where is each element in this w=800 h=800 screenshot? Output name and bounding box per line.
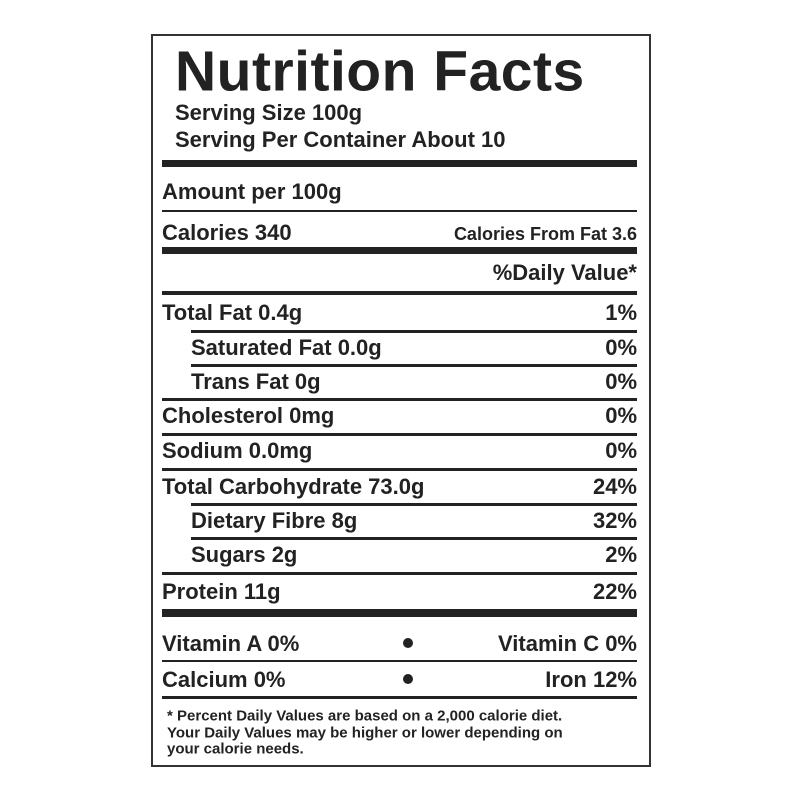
nutrient-label: Protein 11g [162, 579, 281, 604]
footnote: * Percent Daily Values are based on a 2,… [167, 707, 563, 725]
nutrient-label: Sodium 0.0mg [162, 438, 313, 463]
rule [191, 330, 637, 333]
rule [162, 696, 637, 699]
rule [162, 572, 637, 575]
footnote: Your Daily Values may be higher or lower… [167, 724, 563, 742]
nutrient-label: Total Carbohydrate 73.0g [162, 474, 425, 499]
nutrient-percent: 32% [592, 508, 637, 533]
rule [191, 537, 637, 540]
serving-size: Serving Size 100g [175, 100, 363, 125]
daily-value-header: %Daily Value* [492, 260, 637, 285]
calories: Calories 340 [162, 220, 292, 245]
nutrient-label: Saturated Fat 0.0g [191, 335, 382, 360]
nutrient-percent: 1% [605, 300, 637, 325]
rule [162, 433, 637, 436]
nutrient-percent: 24% [592, 474, 637, 499]
nutrient-label: Sugars 2g [191, 542, 298, 567]
rule [162, 660, 637, 662]
nutrient-label: Total Fat 0.4g [162, 300, 303, 325]
rule [162, 398, 637, 401]
nutrient-percent: 22% [592, 579, 637, 604]
rule [162, 160, 637, 167]
vitamin-left: Calcium 0% [162, 667, 286, 692]
rule [162, 609, 637, 617]
nutrient-percent: 2% [605, 542, 637, 567]
footnote: your calorie needs. [167, 740, 304, 758]
amount-per: Amount per 100g [162, 179, 342, 204]
rule [162, 210, 637, 212]
title: Nutrition Facts [175, 39, 585, 104]
calories-from-fat: Calories From Fat 3.6 [453, 224, 637, 244]
rule [162, 468, 637, 471]
nutrient-percent: 0% [605, 438, 637, 463]
nutrient-percent: 0% [605, 335, 637, 360]
rule [191, 364, 637, 367]
nutrient-label: Dietary Fibre 8g [191, 508, 358, 533]
vitamin-left: Vitamin A 0% [162, 631, 300, 656]
servings-per-container: Serving Per Container About 10 [175, 127, 506, 152]
vitamin-right: Vitamin C 0% [498, 631, 637, 656]
nutrient-percent: 0% [605, 403, 637, 428]
bullet [403, 638, 413, 648]
label-border [151, 34, 651, 767]
rule [162, 247, 637, 254]
rule [162, 291, 637, 295]
vitamin-right: Iron 12% [545, 667, 637, 692]
nutrient-label: Cholesterol 0mg [162, 403, 335, 428]
bullet [403, 674, 413, 684]
nutrient-label: Trans Fat 0g [191, 369, 321, 394]
nutrient-percent: 0% [605, 369, 637, 394]
rule [191, 503, 637, 506]
